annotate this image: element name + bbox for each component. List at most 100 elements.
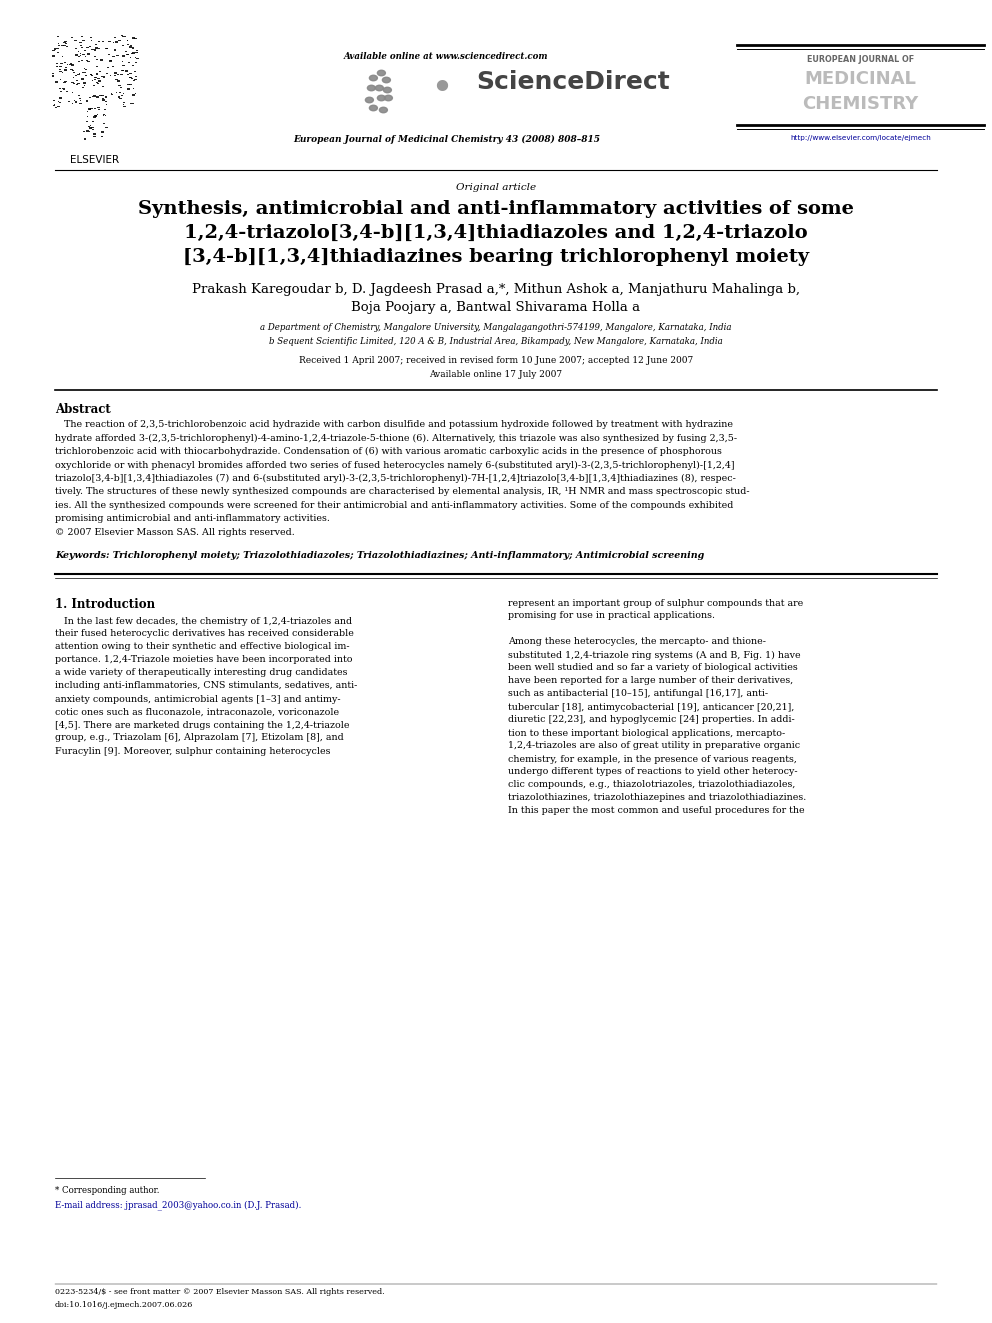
Bar [77,74,80,75]
Text: undergo different types of reactions to yield other heterocy-: undergo different types of reactions to … [509,767,799,777]
Bar [136,58,139,60]
Text: triazolothiazines, triazolothiazepines and triazolothiadiazines.: triazolothiazines, triazolothiazepines a… [509,794,806,803]
Ellipse shape [383,87,392,93]
Text: attention owing to their synthetic and effective biological im-: attention owing to their synthetic and e… [55,643,349,651]
Text: promising antimicrobial and anti-inflammatory activities.: promising antimicrobial and anti-inflamm… [55,515,330,524]
Text: 1,2,4-triazoles are also of great utility in preparative organic: 1,2,4-triazoles are also of great utilit… [509,741,801,750]
Bar [129,77,132,78]
Text: Among these heterocycles, the mercapto- and thione-: Among these heterocycles, the mercapto- … [509,638,767,647]
Bar [129,83,132,86]
Bar [86,130,89,132]
Bar [126,54,129,56]
Bar [82,54,84,56]
Bar [123,106,126,107]
Ellipse shape [367,85,375,91]
Text: trichlorobenzoic acid with thiocarbohydrazide. Condensation of (6) with various : trichlorobenzoic acid with thiocarbohydr… [55,447,722,456]
Text: represent an important group of sulphur compounds that are: represent an important group of sulphur … [509,598,804,607]
Text: oxychloride or with phenacyl bromides afforded two series of fused heterocycles : oxychloride or with phenacyl bromides af… [55,460,735,470]
Text: © 2007 Elsevier Masson SAS. All rights reserved.: © 2007 Elsevier Masson SAS. All rights r… [55,528,295,537]
Bar [116,54,119,56]
Bar [63,69,66,70]
Text: ies. All the synthesized compounds were screened for their antimicrobial and ant: ies. All the synthesized compounds were … [55,501,733,509]
Bar [87,53,90,54]
Bar [83,82,86,83]
Text: * Corresponding author.: * Corresponding author. [55,1185,160,1195]
Bar [115,79,118,81]
Bar [88,108,90,110]
Text: b Sequent Scientific Limited, 120 A & B, Industrial Area, Bikampady, New Mangalo: b Sequent Scientific Limited, 120 A & B,… [269,337,723,347]
Bar [95,97,98,98]
Bar [134,38,137,40]
Text: European Journal of Medicinal Chemistry 43 (2008) 808–815: European Journal of Medicinal Chemistry … [293,135,600,144]
Text: triazolo[3,4-b][1,3,4]thiadiazoles (7) and 6-(substituted aryl)-3-(2,3,5-trichlo: triazolo[3,4-b][1,3,4]thiadiazoles (7) a… [55,474,736,483]
Bar [71,65,74,66]
Text: Available online 17 July 2007: Available online 17 July 2007 [430,370,562,378]
Bar [89,127,92,128]
Bar [59,98,62,99]
Text: tubercular [18], antimycobacterial [19], anticancer [20,21],: tubercular [18], antimycobacterial [19],… [509,703,795,712]
Bar [64,41,67,42]
Text: Furacylin [9]. Moreover, sulphur containing heterocycles: Furacylin [9]. Moreover, sulphur contain… [55,746,330,755]
Text: EUROPEAN JOURNAL OF: EUROPEAN JOURNAL OF [806,56,914,64]
Ellipse shape [385,95,393,101]
Bar [101,95,104,97]
Bar [101,131,104,132]
Text: including anti-inflammatories, CNS stimulants, sedatives, anti-: including anti-inflammatories, CNS stimu… [55,681,357,691]
Bar [98,71,101,73]
Text: a wide variety of therapeutically interesting drug candidates: a wide variety of therapeutically intere… [55,668,347,677]
Text: promising for use in practical applications.: promising for use in practical applicati… [509,611,715,620]
Bar [106,48,108,49]
Text: [3,4-b][1,3,4]thiadiazines bearing trichlorophenyl moiety: [3,4-b][1,3,4]thiadiazines bearing trich… [183,247,809,266]
Bar [127,89,130,90]
Text: substituted 1,2,4-triazole ring systems (A and B, Fig. 1) have: substituted 1,2,4-triazole ring systems … [509,651,802,660]
Bar [57,106,60,107]
Bar [92,116,95,118]
Text: http://www.elsevier.com/locate/ejmech: http://www.elsevier.com/locate/ejmech [790,135,930,142]
Bar [100,60,103,61]
Text: clic compounds, e.g., thiazolotriazoles, triazolothiadiazoles,: clic compounds, e.g., thiazolotriazoles,… [509,781,796,790]
Text: 1. Introduction: 1. Introduction [55,598,155,611]
Bar [91,49,94,50]
Text: [4,5]. There are marketed drugs containing the 1,2,4-triazole: [4,5]. There are marketed drugs containi… [55,721,349,729]
Text: Available online at www.sciencedirect.com: Available online at www.sciencedirect.co… [344,52,549,61]
Text: ELSEVIER: ELSEVIER [70,155,120,165]
Bar [93,95,96,97]
Bar [61,45,63,46]
Bar [127,83,130,85]
Text: Prakash Karegoudar b, D. Jagdeesh Prasad a,*, Mithun Ashok a, Manjathuru Mahalin: Prakash Karegoudar b, D. Jagdeesh Prasad… [192,283,800,296]
Bar [132,94,135,95]
Text: Boja Poojary a, Bantwal Shivarama Holla a: Boja Poojary a, Bantwal Shivarama Holla … [351,302,641,314]
Text: Abstract: Abstract [55,404,111,415]
Text: The reaction of 2,3,5-trichlorobenzoic acid hydrazide with carbon disulfide and : The reaction of 2,3,5-trichlorobenzoic a… [55,419,733,429]
Ellipse shape [377,70,386,75]
Bar [63,81,66,82]
Text: been well studied and so far a variety of biological activities: been well studied and so far a variety o… [509,664,799,672]
Text: hydrate afforded 3-(2,3,5-trichlorophenyl)-4-amino-1,2,4-triazole-5-thione (6). : hydrate afforded 3-(2,3,5-trichloropheny… [55,434,737,443]
Text: CHEMISTRY: CHEMISTRY [803,95,919,112]
Text: a Department of Chemistry, Mangalore University, Mangalagangothri-574199, Mangal: a Department of Chemistry, Mangalore Uni… [260,323,732,332]
Bar [56,81,59,82]
Bar [83,138,86,139]
Ellipse shape [365,98,373,103]
Bar [99,95,101,97]
Text: Received 1 April 2007; received in revised form 10 June 2007; accepted 12 June 2: Received 1 April 2007; received in revis… [299,356,693,365]
Bar [94,115,96,116]
Text: group, e.g., Triazolam [6], Alprazolam [7], Etizolam [8], and: group, e.g., Triazolam [6], Alprazolam [… [55,733,344,742]
Text: MEDICINAL: MEDICINAL [805,70,917,89]
Bar [128,62,130,64]
Bar [98,81,101,82]
Bar [75,54,77,56]
Text: Synthesis, antimicrobial and anti-inflammatory activities of some: Synthesis, antimicrobial and anti-inflam… [138,200,854,218]
Bar [131,53,134,54]
Bar [105,127,107,128]
Text: cotic ones such as fluconazole, intraconazole, voriconazole: cotic ones such as fluconazole, intracon… [55,708,339,717]
Ellipse shape [377,95,386,101]
Text: In the last few decades, the chemistry of 1,2,4-triazoles and: In the last few decades, the chemistry o… [55,617,352,626]
Bar [118,85,121,86]
Text: portance. 1,2,4-Triazole moieties have been incorporated into: portance. 1,2,4-Triazole moieties have b… [55,655,352,664]
Bar [97,107,99,108]
Bar [102,99,105,101]
Text: doi:10.1016/j.ejmech.2007.06.026: doi:10.1016/j.ejmech.2007.06.026 [55,1301,193,1308]
Text: have been reported for a large number of their derivatives,: have been reported for a large number of… [509,676,794,685]
Bar [56,48,59,49]
